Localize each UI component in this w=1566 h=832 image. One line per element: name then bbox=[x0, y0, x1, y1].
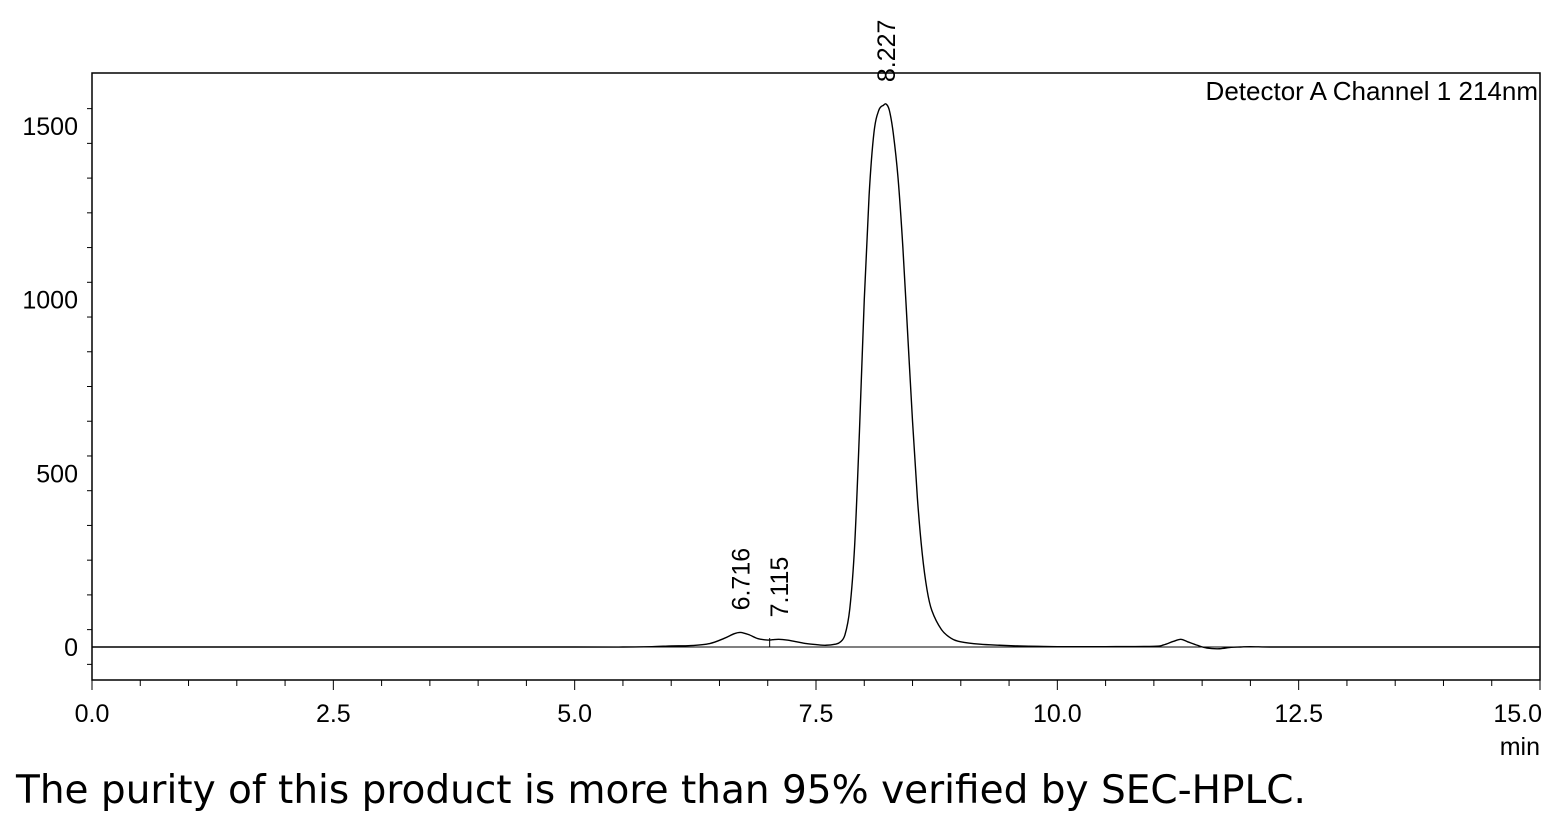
y-tick-label: 0 bbox=[64, 634, 78, 662]
y-tick-label: 1500 bbox=[22, 113, 78, 141]
peak-label: 8.227 bbox=[873, 20, 901, 83]
x-axis-unit-label: min bbox=[1500, 733, 1540, 761]
plot-frame bbox=[91, 72, 1541, 681]
x-tick-label: 0.0 bbox=[75, 700, 110, 728]
y-tick-label: 1000 bbox=[22, 287, 78, 315]
x-axis: 0.0 2.5 5.0 7.5 10.0 12.5 15.0 bbox=[75, 680, 1542, 728]
y-tick-label: 500 bbox=[36, 460, 78, 488]
chromatogram-chart: 0 500 1000 1500 0.0 2.5 5.0 7.5 10.0 12.5 15.0 mi… bbox=[22, 20, 1542, 761]
chromatogram-trace bbox=[92, 103, 1540, 650]
detector-legend: Detector A Channel 1 214nm bbox=[1206, 76, 1538, 106]
x-tick-label: 12.5 bbox=[1274, 700, 1323, 728]
peak-label: 7.115 bbox=[766, 557, 794, 618]
x-tick-label: 7.5 bbox=[799, 700, 834, 728]
peak-annotations: 6.716 7.115 8.227 bbox=[727, 20, 901, 647]
y-axis: 0 500 1000 1500 bbox=[22, 108, 92, 665]
x-tick-label: 5.0 bbox=[557, 700, 592, 728]
purity-caption: The purity of this product is more than … bbox=[16, 768, 1306, 813]
x-tick-label: 10.0 bbox=[1033, 700, 1082, 728]
peak-label: 6.716 bbox=[727, 548, 755, 611]
x-tick-label: 15.0 bbox=[1493, 700, 1542, 728]
x-tick-label: 2.5 bbox=[316, 700, 351, 728]
